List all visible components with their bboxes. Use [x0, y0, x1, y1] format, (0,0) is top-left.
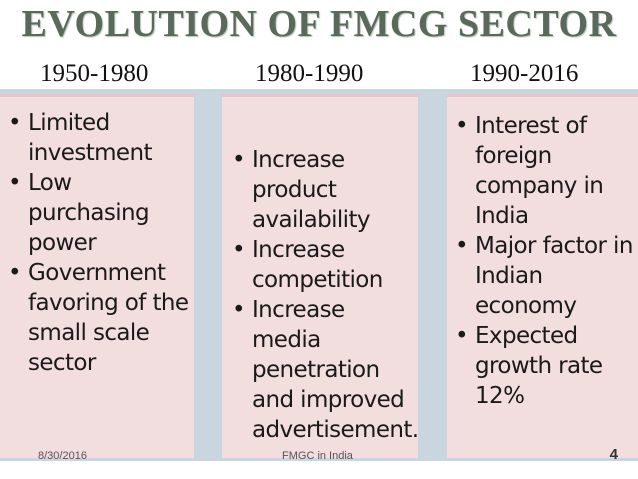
bullet-item: Increase media penetration and improved … [230, 295, 419, 445]
bullet-item: Increase product availability [230, 145, 418, 235]
footer-date: 8/30/2016 [38, 450, 87, 462]
bullet-item: Low purchasing power [6, 168, 190, 258]
period-label-1: 1950-1980 [40, 60, 149, 87]
period-label-3: 1990-2016 [470, 60, 579, 87]
column-1990-2016: Interest of foreign company in India Maj… [447, 94, 638, 458]
bullet-list: Limited investment Low purchasing power … [6, 108, 190, 378]
bullet-item: Limited investment [6, 108, 190, 168]
period-label-2: 1980-1990 [255, 60, 364, 87]
bullet-item: Interest of foreign company in India [453, 111, 637, 231]
slide-title: EVOLUTION OF FMCG SECTOR [21, 3, 617, 45]
column-1980-1990: Increase product availability Increase c… [222, 94, 419, 458]
bullet-list: Increase product availability Increase c… [230, 145, 419, 445]
column-1950-1980: Limited investment Low purchasing power … [0, 94, 194, 458]
footer-title: FMGC in India [282, 450, 353, 462]
bullet-item: Expected growth rate 12% [453, 321, 637, 411]
bullet-item: Increase competition [230, 235, 418, 295]
bullet-list: Interest of foreign company in India Maj… [453, 111, 637, 411]
bullet-item: Government favoring of the small scale s… [6, 258, 190, 378]
bullet-item: Major factor in Indian economy [453, 231, 637, 321]
page-number: 4 [609, 446, 618, 463]
